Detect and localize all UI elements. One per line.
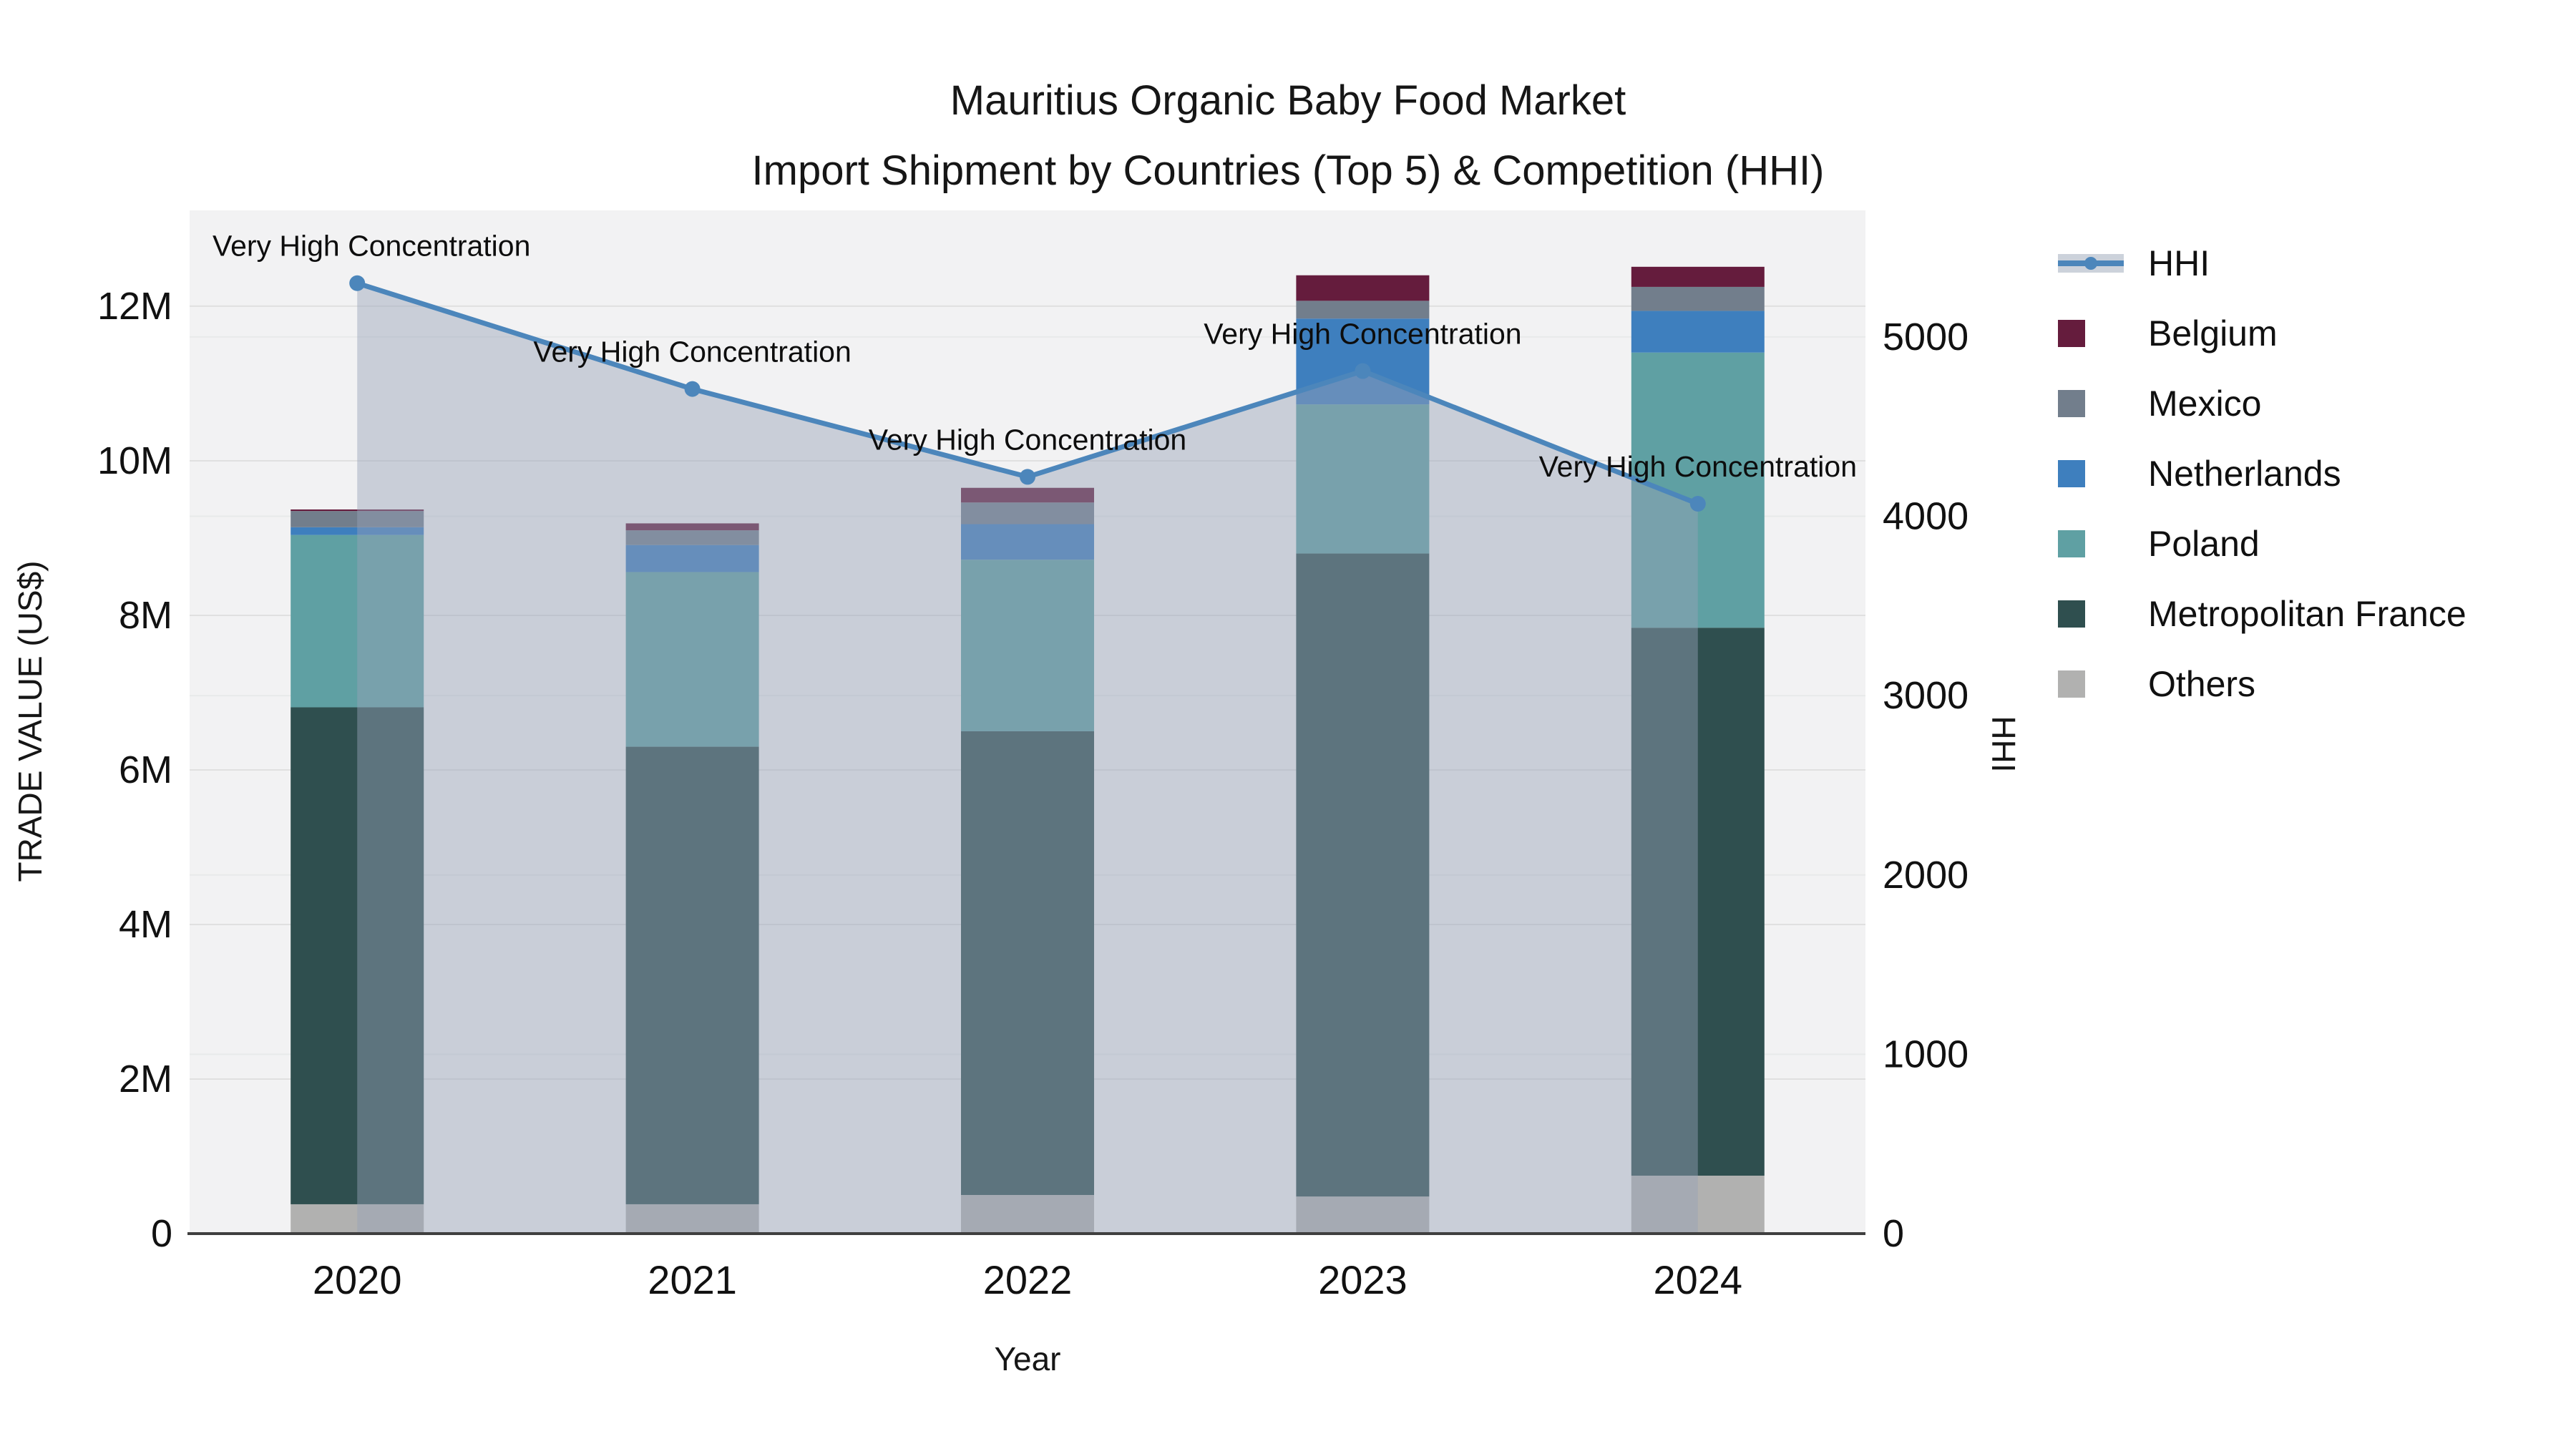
bar-segment-metropolitan-france-2021[interactable] [625,746,759,1204]
x-tick-2022: 2022 [983,1257,1073,1302]
y-axis-right-title: HHI [1985,716,2022,773]
bar-segment-poland-2021[interactable] [625,572,759,747]
hhi-marker-2020[interactable] [349,275,366,291]
legend-item-poland[interactable]: Poland [2058,509,2467,579]
bar-segment-netherlands-2020[interactable] [291,527,424,535]
bar-segment-others-2020[interactable] [291,1204,424,1234]
bar-segment-mexico-2021[interactable] [625,530,759,545]
bar-segment-netherlands-2021[interactable] [625,545,759,572]
bar-segment-poland-2023[interactable] [1296,404,1430,554]
bar-segment-mexico-2022[interactable] [961,502,1094,525]
legend-color-swatch-icon [2058,670,2085,698]
chart-title: Mauritius Organic Baby Food Market Impor… [0,66,2576,206]
legend-item-mexico[interactable]: Mexico [2058,369,2467,439]
bar-segment-metropolitan-france-2020[interactable] [291,707,424,1204]
legend-swatch-box [2058,670,2129,698]
hhi-marker-2021[interactable] [684,381,701,397]
bar-segment-metropolitan-france-2022[interactable] [961,731,1094,1195]
y-right-tick-3000: 3000 [1883,674,1968,717]
bar-segment-netherlands-2022[interactable] [961,524,1094,560]
y-right-tick-4000: 4000 [1883,495,1968,538]
x-axis-title: Year [994,1340,1061,1377]
y-right-tick-0: 0 [1883,1212,1904,1255]
legend-item-belgium[interactable]: Belgium [2058,298,2467,369]
bar-segment-belgium-2023[interactable] [1296,275,1430,301]
annotation-2020: Very High Concentration [213,230,530,263]
legend-swatch-box [2058,530,2129,557]
x-tick-2024: 2024 [1654,1257,1743,1302]
x-tick-2021: 2021 [648,1257,737,1302]
bar-segment-mexico-2023[interactable] [1296,301,1430,319]
legend-label: Others [2148,664,2256,704]
y-left-tick-12M: 12M [97,285,172,328]
legend-label: Poland [2148,524,2260,564]
chart-title-line1: Mauritius Organic Baby Food Market [950,77,1626,124]
legend-swatch-box [2058,320,2129,347]
y-left-tick-8M: 8M [119,594,172,637]
legend-item-hhi[interactable]: HHI [2058,228,2467,298]
annotation-2021: Very High Concentration [533,336,851,369]
legend-swatch-box [2058,390,2129,417]
y-right-tick-5000: 5000 [1883,316,1968,358]
hhi-marker-2023[interactable] [1355,363,1371,379]
bar-segment-belgium-2024[interactable] [1631,266,1765,287]
y-left-tick-6M: 6M [119,748,172,791]
legend-color-swatch-icon [2058,600,2085,628]
bar-segment-poland-2020[interactable] [291,535,424,708]
hhi-area-fill [357,283,1698,1234]
legend-item-metropolitan-france[interactable]: Metropolitan France [2058,579,2467,649]
legend-color-swatch-icon [2058,320,2085,347]
legend-color-swatch-icon [2058,460,2085,487]
chart-title-line2: Import Shipment by Countries (Top 5) & C… [751,147,1825,194]
y-left-tick-0: 0 [151,1212,172,1255]
bar-segment-mexico-2024[interactable] [1631,286,1765,311]
bar-segment-poland-2022[interactable] [961,560,1094,731]
legend-item-netherlands[interactable]: Netherlands [2058,439,2467,509]
hhi-swatch-dot [2084,257,2097,270]
bar-segment-poland-2024[interactable] [1631,352,1765,628]
annotation-2022: Very High Concentration [869,423,1186,456]
x-tick-2020: 2020 [313,1257,402,1302]
annotation-2024: Very High Concentration [1539,450,1857,483]
bar-segment-mexico-2020[interactable] [291,511,424,527]
legend-label: Belgium [2148,313,2278,353]
hhi-marker-2024[interactable] [1689,496,1706,512]
bar-segment-belgium-2022[interactable] [961,487,1094,503]
bar-segment-metropolitan-france-2023[interactable] [1296,553,1430,1197]
legend-label: HHI [2148,243,2210,283]
bar-segment-belgium-2020[interactable] [291,509,424,512]
legend-label: Netherlands [2148,454,2341,494]
bar-segment-others-2024[interactable] [1631,1175,1765,1234]
legend-swatch-box [2058,250,2129,277]
legend: HHI Belgium Mexico Netherlands Poland Metropo… [2058,228,2467,719]
bar-segment-metropolitan-france-2024[interactable] [1631,628,1765,1176]
bar-segment-others-2021[interactable] [625,1204,759,1234]
annotation-2023: Very High Concentration [1204,318,1521,351]
legend-label: Mexico [2148,384,2262,424]
legend-color-swatch-icon [2058,390,2085,417]
hhi-marker-2022[interactable] [1020,469,1035,485]
hhi-line-swatch-icon [2058,250,2124,277]
bar-segment-belgium-2021[interactable] [625,523,759,531]
bar-segment-others-2023[interactable] [1296,1196,1430,1234]
legend-label: Metropolitan France [2148,594,2467,634]
y-right-tick-2000: 2000 [1883,854,1968,897]
legend-swatch-box [2058,460,2129,487]
y-left-tick-4M: 4M [119,903,172,946]
y-axis-left-title: TRADE VALUE (US$) [11,560,49,882]
legend-swatch-box [2058,600,2129,628]
legend-item-others[interactable]: Others [2058,649,2467,719]
y-right-tick-1000: 1000 [1883,1033,1968,1075]
y-left-tick-10M: 10M [97,439,172,482]
x-tick-2023: 2023 [1318,1257,1407,1302]
bar-segment-netherlands-2024[interactable] [1631,311,1765,353]
legend-color-swatch-icon [2058,530,2085,557]
y-left-tick-2M: 2M [119,1058,172,1101]
bar-segment-others-2022[interactable] [961,1194,1094,1234]
